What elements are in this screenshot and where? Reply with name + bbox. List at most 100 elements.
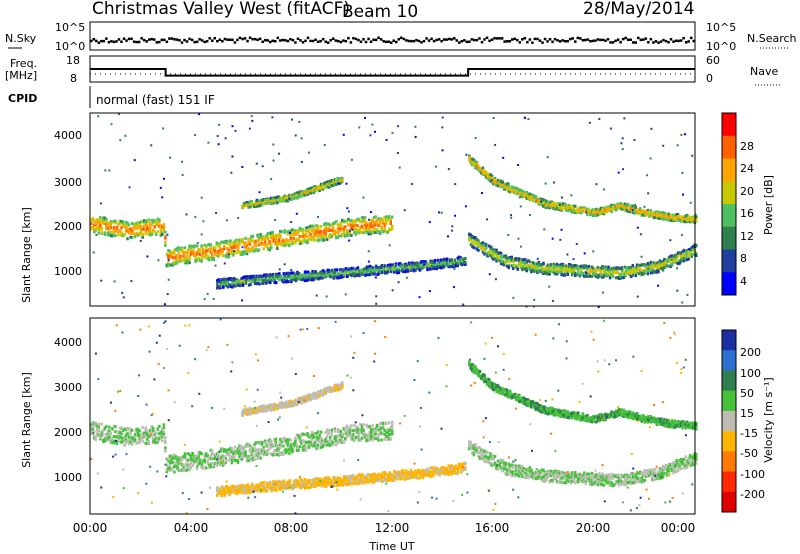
range-gate-cell (551, 206, 554, 210)
range-gate-cell (572, 267, 575, 271)
range-gate-cell (481, 172, 485, 176)
range-gate-cell (286, 230, 290, 234)
range-gate-cell (299, 277, 302, 281)
noise-point (621, 37, 625, 41)
range-gate-cell (631, 273, 634, 277)
range-gate-cell (661, 262, 665, 266)
range-gate-cell (298, 439, 302, 443)
range-gate-cell (303, 272, 307, 276)
range-gate-cell (459, 261, 463, 265)
noise-point (450, 38, 453, 41)
range-gate-cell (223, 262, 226, 265)
range-gate-cell (235, 278, 239, 282)
range-gate-cell (542, 263, 545, 266)
range-gate-cell (490, 249, 494, 253)
range-gate-cell (580, 211, 583, 215)
power-panel-frame (89, 112, 696, 307)
range-gate-cell (99, 435, 102, 439)
range-gate-cell (669, 265, 672, 269)
range-gate-cell (367, 250, 370, 253)
range-gate-cell (259, 441, 262, 445)
range-gate-cell (225, 219, 228, 222)
range-gate-cell (339, 176, 343, 180)
range-gate-cell (277, 240, 281, 244)
range-gate-cell (303, 432, 306, 436)
range-gate-cell (218, 243, 222, 247)
range-gate-cell (218, 455, 222, 459)
range-gate-cell (106, 231, 110, 235)
range-gate-cell (351, 221, 355, 225)
range-gate-cell (294, 232, 297, 236)
range-gate-cell (569, 209, 572, 213)
range-gate-cell (669, 239, 672, 242)
range-gate-cell (678, 259, 681, 263)
range-gate-cell (625, 268, 628, 272)
range-gate-cell (684, 254, 687, 258)
range-gate-cell (426, 268, 429, 272)
range-gate-cell (496, 251, 500, 255)
range-gate-cell (312, 191, 315, 195)
range-gate-cell (300, 275, 304, 279)
range-gate-cell (253, 277, 257, 281)
range-gate-cell (139, 434, 143, 438)
range-gate-cell (256, 239, 259, 243)
range-gate-cell (206, 257, 209, 261)
noise-point (442, 38, 446, 41)
range-gate-cell (368, 231, 371, 235)
range-gate-cell (487, 253, 491, 257)
range-gate-cell (396, 270, 399, 274)
range-gate-cell (462, 303, 465, 306)
range-gate-cell (114, 234, 117, 238)
range-gate-cell (533, 262, 536, 266)
range-gate-cell (420, 260, 423, 264)
range-gate-cell (592, 213, 595, 217)
range-gate-cell (362, 270, 366, 274)
range-gate-cell (262, 247, 265, 251)
range-gate-cell (161, 430, 164, 434)
range-gate-cell (507, 256, 510, 260)
range-gate-cell (173, 248, 176, 252)
range-gate-cell (220, 461, 223, 465)
range-gate-cell (301, 432, 305, 436)
range-gate-cell (127, 228, 131, 232)
range-gate-cell (133, 226, 137, 230)
range-gate-cell (171, 251, 175, 255)
range-gate-cell (201, 466, 205, 470)
range-gate-cell (483, 252, 486, 256)
range-gate-cell (430, 265, 434, 269)
range-gate-cell (105, 437, 108, 441)
range-gate-cell (616, 202, 619, 206)
range-gate-cell (177, 456, 181, 460)
range-gate-cell (586, 274, 589, 278)
range-gate-cell (363, 229, 367, 233)
range-gate-cell (574, 267, 577, 271)
range-gate-cell (312, 188, 315, 192)
range-gate-cell (230, 458, 234, 462)
range-gate-cell (393, 270, 396, 274)
range-gate-cell (639, 263, 642, 267)
range-gate-cell (459, 257, 463, 261)
range-gate-cell (229, 456, 232, 460)
range-gate-cell (324, 221, 327, 225)
range-gate-cell (276, 453, 279, 457)
range-gate-cell (93, 430, 96, 434)
range-gate-cell (348, 219, 352, 223)
range-gate-cell (516, 187, 520, 191)
range-gate-cell (661, 211, 665, 215)
noise-point (218, 38, 222, 41)
range-gate-cell (300, 235, 303, 239)
range-gate-cell (679, 219, 683, 223)
range-gate-cell (672, 213, 675, 217)
range-gate-cell (127, 442, 131, 446)
range-gate-cell (377, 270, 381, 274)
range-gate-cell (294, 134, 297, 137)
noise-point (440, 39, 443, 43)
range-gate-cell (648, 266, 651, 270)
range-gate-cell (234, 129, 237, 132)
range-gate-cell (318, 185, 321, 189)
range-gate-cell (546, 272, 550, 276)
range-gate-cell (493, 257, 497, 261)
range-gate-cell (105, 220, 108, 224)
noise-point (669, 38, 673, 41)
range-gate-cell (192, 250, 196, 254)
